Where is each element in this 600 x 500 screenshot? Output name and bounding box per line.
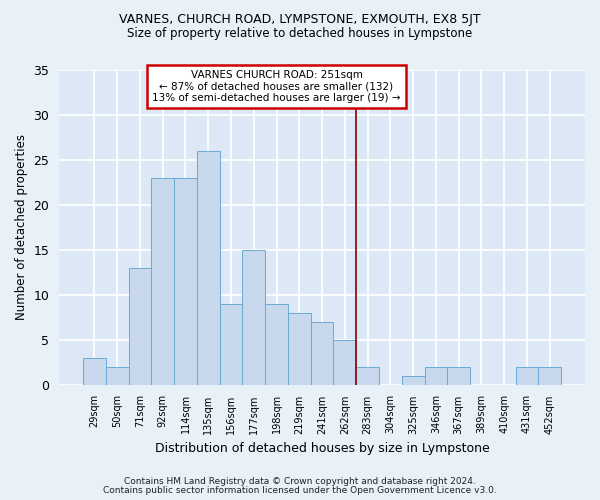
Bar xyxy=(311,322,334,384)
Y-axis label: Number of detached properties: Number of detached properties xyxy=(15,134,28,320)
Bar xyxy=(197,151,220,384)
Bar xyxy=(334,340,356,384)
Text: VARNES CHURCH ROAD: 251sqm
← 87% of detached houses are smaller (132)
13% of sem: VARNES CHURCH ROAD: 251sqm ← 87% of deta… xyxy=(152,70,401,103)
Bar xyxy=(242,250,265,384)
Bar xyxy=(425,366,447,384)
Bar xyxy=(288,312,311,384)
Bar xyxy=(128,268,151,384)
Bar xyxy=(265,304,288,384)
Text: Contains public sector information licensed under the Open Government Licence v3: Contains public sector information licen… xyxy=(103,486,497,495)
Text: VARNES, CHURCH ROAD, LYMPSTONE, EXMOUTH, EX8 5JT: VARNES, CHURCH ROAD, LYMPSTONE, EXMOUTH,… xyxy=(119,12,481,26)
Bar xyxy=(83,358,106,384)
Bar xyxy=(402,376,425,384)
Bar xyxy=(538,366,561,384)
Bar xyxy=(106,366,128,384)
Text: Size of property relative to detached houses in Lympstone: Size of property relative to detached ho… xyxy=(127,28,473,40)
X-axis label: Distribution of detached houses by size in Lympstone: Distribution of detached houses by size … xyxy=(155,442,490,455)
Bar xyxy=(151,178,174,384)
Text: Contains HM Land Registry data © Crown copyright and database right 2024.: Contains HM Land Registry data © Crown c… xyxy=(124,477,476,486)
Bar xyxy=(515,366,538,384)
Bar xyxy=(174,178,197,384)
Bar xyxy=(220,304,242,384)
Bar xyxy=(447,366,470,384)
Bar xyxy=(356,366,379,384)
